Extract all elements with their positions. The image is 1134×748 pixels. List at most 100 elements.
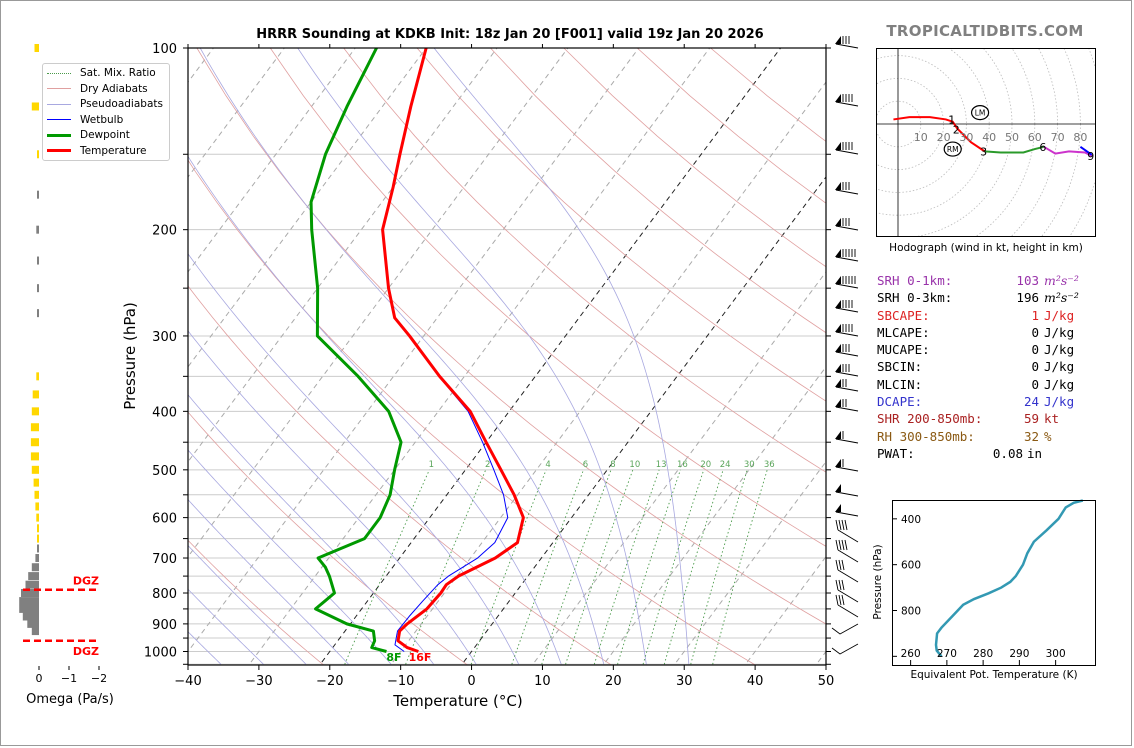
wind-barb xyxy=(835,579,859,603)
stat-row: SBCAPE: 1 J/kg xyxy=(877,308,1097,325)
barb-flag xyxy=(841,594,845,606)
hodograph-trace xyxy=(1079,145,1093,156)
x-tick-label: 20 xyxy=(605,674,622,689)
x-tick-label: −20 xyxy=(316,674,343,689)
mixing-ratio-labels: 1 2 4 6 8 10 13 16 20 24 30 36 xyxy=(429,460,775,470)
barb-shaft xyxy=(835,371,859,377)
barb-shaft xyxy=(837,589,859,603)
stat-label: SRH 0-3km: xyxy=(877,290,953,306)
barb-pennant xyxy=(835,379,841,387)
stat-value: 196 xyxy=(1016,290,1039,306)
x-tick-label: −40 xyxy=(174,674,201,689)
barb-pennant xyxy=(835,504,841,512)
theta-e-x-tick-label: 280 xyxy=(973,648,993,660)
stats-panel: SRH 0-1km: 103 m²s⁻² SRH 0-3km: 196 m²s⁻² SBCA… xyxy=(877,273,1097,463)
theta-e-trace xyxy=(934,499,1084,658)
isotherm xyxy=(602,365,826,665)
stat-value: 24 xyxy=(1023,394,1039,410)
omega-tick-label: 0 xyxy=(36,672,43,685)
stat-unit: J/kg xyxy=(1044,394,1075,410)
isotherm xyxy=(248,48,711,665)
omega-bar xyxy=(37,309,39,318)
barb-pennant xyxy=(835,300,841,308)
barb-shaft xyxy=(835,466,859,472)
wind-barb xyxy=(835,182,859,195)
stat-value: 0 xyxy=(1031,359,1039,375)
wind-barb xyxy=(835,94,859,107)
hodograph-height-label: 6 xyxy=(1039,141,1046,154)
legend-label: Pseudoadiabats xyxy=(80,98,163,110)
dry-adiabat xyxy=(416,48,826,402)
barb-pennant xyxy=(835,431,841,439)
stat-unit: J/kg xyxy=(1044,307,1075,323)
wind-barb xyxy=(835,344,859,357)
omega-bar xyxy=(37,534,39,543)
barb-shaft xyxy=(835,351,859,357)
wind-barb xyxy=(835,379,859,392)
omega-bar xyxy=(37,190,39,199)
omega-bar xyxy=(33,478,39,487)
barb-pennant xyxy=(835,218,841,226)
barb-shaft xyxy=(835,511,859,517)
barb-pennant xyxy=(835,276,841,284)
stat-value: 32 xyxy=(1023,428,1039,444)
barb-flag xyxy=(841,559,845,571)
barb-flag xyxy=(838,539,842,551)
x-tick-label: −30 xyxy=(245,674,272,689)
barb-pennant xyxy=(835,484,841,492)
hodograph-height-label: 1 xyxy=(948,113,955,126)
barb-flag xyxy=(841,519,845,531)
mixing-ratio-line xyxy=(663,469,724,665)
dry-adiabat xyxy=(269,48,826,547)
isotherm xyxy=(188,48,569,558)
stat-label: PWAT: xyxy=(877,445,915,461)
stat-value: 0 xyxy=(1031,342,1039,358)
background-lines xyxy=(188,48,826,665)
stat-row: SBCIN: 0 J/kg xyxy=(877,359,1097,376)
mixing-ratio-line xyxy=(690,469,748,665)
barb-shaft xyxy=(835,189,859,195)
wind-barb xyxy=(831,623,859,635)
barb-pennant xyxy=(835,364,841,372)
wind-barb xyxy=(831,643,859,655)
legend-label: Temperature xyxy=(80,144,147,157)
hodograph-trace xyxy=(893,116,986,153)
legend-swatch xyxy=(47,133,71,137)
stat-label: DCAPE: xyxy=(877,394,923,410)
hodograph: 10 20 30 40 50 60 70 80 12 3 6 9 LM RM Hodograph (win… xyxy=(876,48,1096,254)
omega-bar xyxy=(31,627,39,636)
wind-barb xyxy=(835,484,859,497)
hodograph-ring xyxy=(1040,48,1081,237)
barb-flag xyxy=(838,519,842,531)
hodograph-labels: 10 20 30 40 50 60 70 80 12 3 6 9 LM RM xyxy=(914,104,1094,163)
dgz-label: DGZ xyxy=(73,645,99,658)
stat-unit: J/kg xyxy=(1044,342,1075,358)
pseudoadiabat xyxy=(188,394,434,665)
stat-unit: m²s⁻² xyxy=(1044,273,1079,288)
x-tick-label: 50 xyxy=(818,674,835,689)
stat-label: SHR 200-850mb: xyxy=(877,411,983,427)
isotherm xyxy=(531,271,826,665)
hodograph-ring-label: 30 xyxy=(959,131,973,144)
omega-bar xyxy=(36,513,39,522)
barb-pennant xyxy=(835,94,841,102)
barb-shaft xyxy=(831,643,859,655)
barb-shaft xyxy=(835,283,859,289)
stat-unit: J/kg xyxy=(1044,324,1075,340)
legend-swatch xyxy=(47,88,71,89)
legend-item-temperature: Temperature xyxy=(47,144,147,158)
storm-motion-label: LM xyxy=(975,109,986,118)
omega-bar xyxy=(30,452,39,461)
legend-swatch xyxy=(47,119,71,120)
legend-swatch xyxy=(47,149,71,152)
dry-adiabat xyxy=(196,48,826,625)
y-tick-label: 900 xyxy=(152,618,177,633)
barb-pennant xyxy=(835,344,841,352)
legend-item-mixing-ratio: Sat. Mix. Ratio xyxy=(47,66,156,80)
legend-label: Dewpoint xyxy=(80,129,130,141)
legend-item-dewpoint: Dewpoint xyxy=(47,128,130,142)
y-axis-label: Pressure (hPa) xyxy=(121,302,139,410)
theta-e-x-tick-label: 270 xyxy=(937,648,957,660)
isotherm xyxy=(460,176,826,665)
